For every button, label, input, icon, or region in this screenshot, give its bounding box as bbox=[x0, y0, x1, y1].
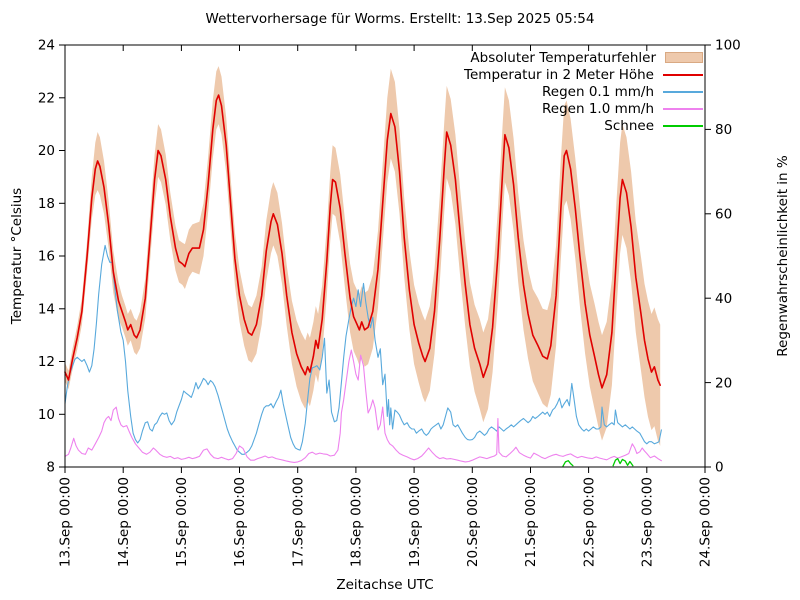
x-tick-label: 23.Sep 00:00 bbox=[640, 477, 656, 567]
rain-01-line bbox=[64, 244, 662, 455]
x-tick-label: 19.Sep 00:00 bbox=[407, 477, 423, 567]
y-right-tick-label: 0 bbox=[715, 460, 724, 476]
y-right-tick-label: 80 bbox=[715, 122, 732, 138]
x-tick-label: 22.Sep 00:00 bbox=[581, 477, 597, 567]
y-axis-label-left: Temperatur °Celsius bbox=[9, 187, 25, 325]
chart-title: Wettervorhersage für Worms. Erstellt: 13… bbox=[205, 11, 595, 27]
legend-item: Regen 0.1 mm/h bbox=[464, 83, 703, 100]
temperature-error-band bbox=[65, 66, 661, 446]
rain-10-line bbox=[64, 349, 662, 463]
x-tick-label: 13.Sep 00:00 bbox=[58, 477, 74, 567]
legend-item-label: Schnee bbox=[604, 117, 654, 134]
legend: Absoluter Temperaturfehler Temperatur in … bbox=[464, 49, 703, 134]
y-left-tick-label: 22 bbox=[38, 91, 55, 107]
x-tick-label: 21.Sep 00:00 bbox=[523, 477, 539, 567]
temperature-line bbox=[64, 94, 662, 389]
x-tick-label: 18.Sep 00:00 bbox=[349, 477, 365, 567]
legend-item-label: Regen 1.0 mm/h bbox=[542, 100, 654, 117]
y-left-tick-label: 14 bbox=[38, 302, 55, 318]
y-left-tick-label: 10 bbox=[38, 407, 55, 423]
x-tick-label: 14.Sep 00:00 bbox=[116, 477, 132, 567]
y-left-tick-label: 12 bbox=[38, 354, 55, 370]
legend-item-label: Temperatur in 2 Meter Höhe bbox=[464, 66, 654, 83]
y-left-tick-label: 20 bbox=[38, 143, 55, 159]
y-left-tick-label: 24 bbox=[38, 38, 55, 54]
y-right-tick-label: 100 bbox=[715, 38, 741, 54]
legend-line-swatch bbox=[663, 107, 703, 110]
y-right-tick-label: 20 bbox=[715, 375, 732, 391]
legend-item: Regen 1.0 mm/h bbox=[464, 100, 703, 117]
legend-band-swatch bbox=[665, 52, 703, 63]
legend-item-label: Regen 0.1 mm/h bbox=[542, 83, 654, 100]
y-left-tick-label: 16 bbox=[38, 249, 55, 265]
legend-line-swatch bbox=[663, 73, 703, 76]
legend-line-swatch bbox=[663, 90, 703, 93]
x-tick-label: 20.Sep 00:00 bbox=[465, 477, 481, 567]
x-axis-label: Zeitachse UTC bbox=[336, 577, 434, 593]
snow-line bbox=[612, 457, 634, 467]
x-tick-label: 16.Sep 00:00 bbox=[232, 477, 248, 567]
legend-line-swatch bbox=[663, 124, 703, 127]
x-tick-label: 24.Sep 00:00 bbox=[698, 477, 714, 567]
y-left-tick-label: 8 bbox=[46, 460, 55, 476]
y-left-tick-label: 18 bbox=[38, 196, 55, 212]
legend-item: Temperatur in 2 Meter Höhe bbox=[464, 66, 703, 83]
y-right-tick-label: 60 bbox=[715, 207, 732, 223]
x-tick-label: 17.Sep 00:00 bbox=[290, 477, 306, 567]
x-tick-label: 15.Sep 00:00 bbox=[174, 477, 190, 567]
legend-item-label: Absoluter Temperaturfehler bbox=[470, 49, 656, 66]
legend-item: Schnee bbox=[464, 117, 703, 134]
y-right-tick-label: 40 bbox=[715, 291, 732, 307]
legend-item: Absoluter Temperaturfehler bbox=[464, 49, 703, 66]
y-axis-label-right: Regenwahrscheinlichkeit in % bbox=[775, 155, 791, 357]
snow-line bbox=[562, 460, 574, 467]
